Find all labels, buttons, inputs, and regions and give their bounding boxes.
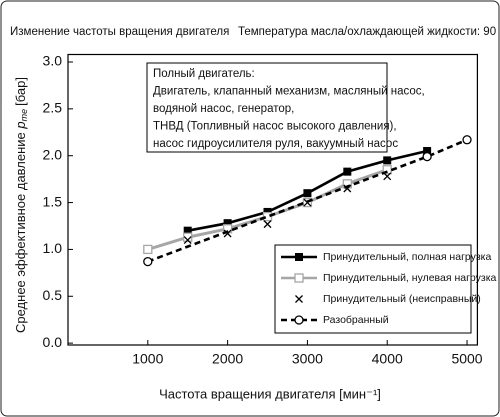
y-label-unit: [бар] [13,77,28,106]
y-tick-label: 1.0 [43,240,63,256]
legend-label: Принудительный, нулевая нагрузка [323,272,497,284]
y-tick-label: 1.5 [43,193,63,209]
x-tick-label: 4000 [372,351,403,367]
point [183,226,192,235]
y-tick-label: 0.5 [43,287,63,303]
annotation-line: насос гидроусилителя руля, вакуумный нас… [153,138,398,150]
annotation-line: водяной насос, генератор, [153,103,294,115]
point [462,135,472,145]
point [223,219,232,228]
legend-label: Разобранный [323,314,389,326]
legend-label: Принудительный, полная нагрузка [323,251,492,263]
chart-title: Изменение частоты вращения двигателя [10,26,229,38]
legend-marker [295,295,303,303]
point [303,189,312,198]
x-tick-label: 2000 [212,351,243,367]
point [383,172,392,181]
y-label-text: Среднее эффективное давление [13,132,28,333]
y-tick-label: 2.0 [43,146,63,162]
point [183,232,193,242]
point [262,211,273,222]
point [383,156,392,165]
y-tick-label: 3.0 [43,53,63,69]
y-tick-label: 0.0 [43,334,63,350]
legend-box [274,244,472,334]
point [143,244,153,255]
legend-marker [294,273,304,283]
point [143,256,153,267]
point [263,207,272,216]
x-tick-label: 3000 [292,351,323,367]
legend-marker [295,253,303,261]
point [263,220,272,229]
chart-subtitle: Температура масла/охлаждающей жидкости: … [238,26,500,38]
legend-marker [294,315,304,325]
x-axis-label: Частота вращения двигателя [мин⁻¹] [159,386,381,401]
point [423,147,432,156]
y-label-sub: me [19,109,29,122]
point [343,167,352,176]
annotation-box [146,62,388,153]
point [183,236,192,245]
annotation-line: ТНВД (Топливный насос высокого давления)… [153,121,397,133]
plot-area [67,53,478,346]
annotation-line: Двигатель, клапанный механизм, масляный … [153,86,425,98]
legend-label: Принудительный (неисправный) [323,293,481,305]
x-tick-label: 1000 [132,351,163,367]
y-axis-label: Среднее эффективное давление pme [бар] [13,77,29,333]
y-label-var: p [13,121,28,129]
annotation-line: Полный двигатель: [153,68,255,80]
x-tick-label: 5000 [451,351,482,367]
point [422,151,432,162]
y-tick-label: 2.5 [43,100,63,116]
